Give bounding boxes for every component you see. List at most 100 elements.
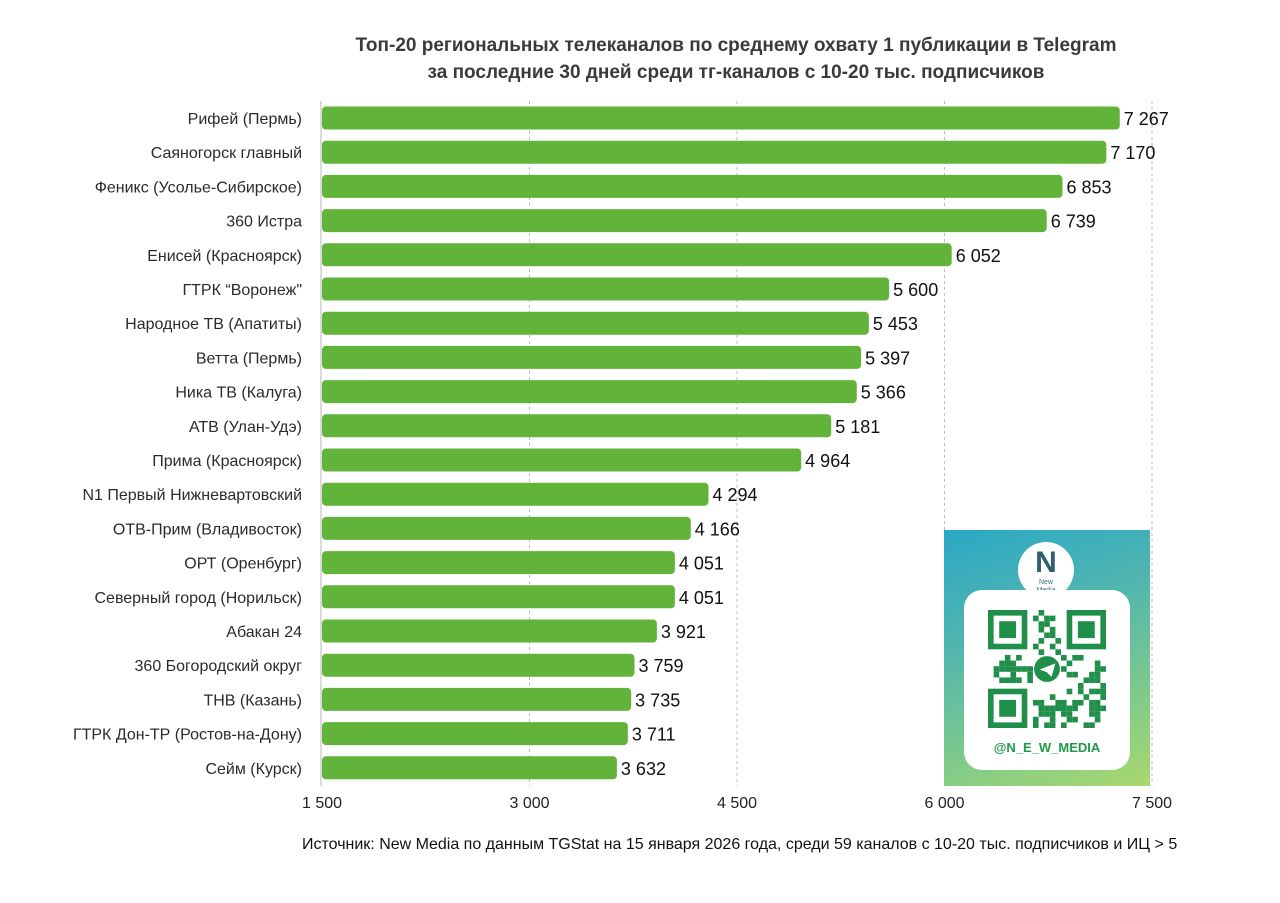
qr-module [1049,711,1056,717]
qr-module [999,660,1005,667]
qr-finder-core [1077,621,1095,639]
category-label: Сейм (Курск) [205,761,302,778]
qr-module [1010,666,1017,672]
qr-module [1100,705,1106,712]
data-label: 6 739 [1051,212,1096,232]
qr-module [1100,694,1106,700]
qr-module [1021,666,1028,672]
qr-module [1089,671,1095,678]
qr-module [1089,688,1095,695]
qr-module [1049,643,1056,650]
category-label: 360 Истра [226,214,302,231]
qr-module [1049,632,1056,639]
qr-module [1083,694,1090,700]
category-label: Феникс (Усолье-Сибирское) [95,179,302,196]
bar [322,345,862,369]
qr-module [1010,660,1017,667]
logo-letter: N [1035,546,1057,579]
qr-module [1094,671,1101,678]
logo-text-new: New [1038,579,1053,586]
bar [322,311,869,335]
qr-module [1016,666,1022,672]
category-label: ОТВ-Прим (Владивосток) [113,521,302,538]
category-label: N1 Первый Нижневартовский [82,487,302,504]
qr-module [1004,660,1011,667]
qr-module [1032,643,1039,650]
qr-module [1066,671,1073,678]
bar [322,106,1120,130]
qr-module [1032,615,1039,622]
qr-module [1055,638,1062,644]
bar [322,174,1063,198]
qr-module [1083,677,1090,684]
qr-module [1055,699,1062,706]
bar [322,585,675,609]
bar [322,140,1107,164]
data-label: 5 600 [893,280,938,300]
qr-module [1094,660,1101,667]
qr-module [1038,705,1045,712]
data-label: 3 735 [635,690,680,710]
data-label: 3 759 [638,656,683,676]
qr-module [1038,626,1045,633]
qr-module [1049,626,1056,633]
x-tick-label: 1 500 [302,795,342,812]
data-label: 5 181 [835,417,880,437]
qr-module [1094,677,1101,684]
qr-module [1077,699,1084,706]
qr-module [1089,722,1095,728]
qr-code-icon [988,610,1106,728]
data-label: 4 051 [679,588,724,608]
qr-module [1094,688,1101,695]
qr-module [1066,660,1073,667]
qr-module [1044,722,1050,728]
qr-module [1100,666,1106,672]
data-label: 4 294 [713,485,758,505]
bar [322,687,632,711]
data-label: 6 052 [956,246,1001,266]
data-label: 3 921 [661,622,706,642]
bar [322,448,802,472]
qr-module [1038,610,1045,616]
x-tick-label: 6 000 [924,795,964,812]
data-label: 3 632 [621,759,666,779]
qr-module [1094,716,1101,723]
data-label: 4 051 [679,554,724,574]
bar [322,209,1047,233]
data-label: 6 853 [1066,177,1111,197]
qr-module [1072,699,1078,706]
category-label: 360 Богородский округ [135,658,303,675]
data-label: 3 711 [632,725,676,745]
category-label: Ветта (Пермь) [196,350,302,367]
qr-module [1089,677,1095,684]
data-label: 5 366 [861,383,906,403]
qr-module [1038,699,1045,706]
source-note: Источник: New Media по данным TGStat на … [302,836,1178,853]
qr-module [1027,677,1033,684]
qr-card: @N_E_W_MEDIA [964,590,1130,770]
qr-finder-core [999,621,1017,639]
category-label: ТНВ (Казань) [203,692,302,709]
data-label: 4 166 [695,519,740,539]
qr-module [1049,694,1056,700]
qr-module [1038,638,1045,644]
qr-module [1077,654,1084,661]
qr-module [1055,705,1062,712]
qr-module [1044,615,1050,622]
x-tick-label: 7 500 [1132,795,1172,812]
bar [322,482,709,506]
bar [322,551,675,575]
qr-module [1049,705,1056,712]
qr-module [993,671,1000,678]
category-label: Ника ТВ (Калуга) [175,385,302,402]
qr-module [1066,688,1073,695]
qr-module [1100,683,1106,689]
bar [322,277,890,301]
category-label: Енисей (Красноярск) [147,248,302,265]
qr-module [1089,705,1095,712]
promo-banner[interactable]: N New Media @N_E_W_MEDIA [944,530,1150,786]
qr-module [1066,711,1073,717]
qr-module [1004,666,1011,672]
qr-module [1027,666,1033,672]
